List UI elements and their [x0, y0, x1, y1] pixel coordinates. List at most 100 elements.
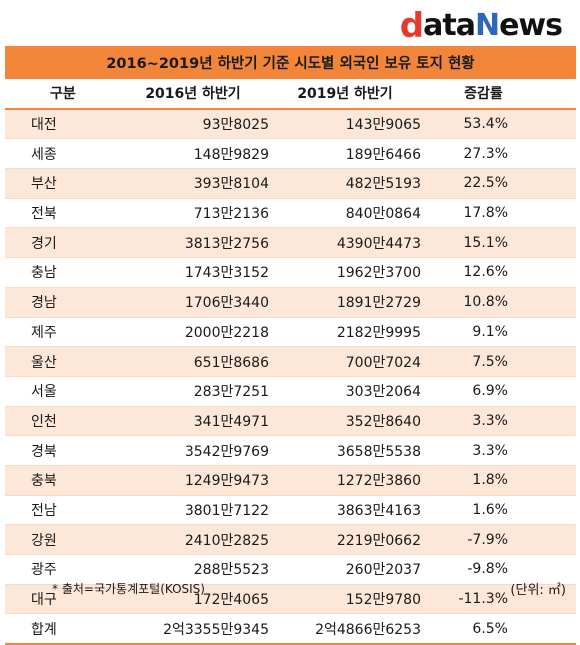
- cell-region: 부산: [5, 168, 117, 199]
- cell-2019: 2219만0662: [269, 524, 421, 555]
- table-row: 강원 2410만2825 2219만0662 -7.9%: [5, 524, 576, 555]
- cell-2016: 2억3355만9345: [117, 613, 269, 645]
- cell-2016: 288만5523: [117, 554, 269, 585]
- cell-2019: 1891만2729: [269, 287, 421, 318]
- cell-region: 제주: [5, 317, 117, 348]
- cell-2016: 1249만9473: [117, 465, 269, 496]
- header-rate: 증감률: [421, 79, 576, 110]
- table-title: 2016~2019년 하반기 기준 시도별 외국인 보유 토지 현황: [5, 46, 576, 79]
- logo-text-ata: ata: [423, 8, 476, 43]
- table-row: 대전 93만8025 143만9065 53.4%: [5, 108, 576, 140]
- cell-2019: 482만5193: [269, 168, 421, 199]
- cell-rate: -7.9%: [421, 524, 576, 555]
- cell-2019: 260만2037: [269, 554, 421, 585]
- cell-region: 경기: [5, 227, 117, 259]
- cell-region: 전북: [5, 198, 117, 229]
- table-row: 경남 1706만3440 1891만2729 10.8%: [5, 287, 576, 318]
- cell-region: 경남: [5, 287, 117, 318]
- cell-rate: 12.6%: [421, 257, 576, 288]
- cell-2019: 2182만9995: [269, 317, 421, 348]
- table-row: 광주 288만5523 260만2037 -9.8%: [5, 554, 576, 585]
- cell-2016: 3542만9769: [117, 435, 269, 466]
- cell-region: 세종: [5, 138, 117, 170]
- cell-rate: 6.5%: [421, 613, 576, 645]
- cell-region: 광주: [5, 554, 117, 585]
- cell-2019: 1962만3700: [269, 257, 421, 288]
- table-row: 울산 651만8686 700만7024 7.5%: [5, 346, 576, 377]
- cell-rate: 7.5%: [421, 346, 576, 377]
- cell-region: 울산: [5, 346, 117, 377]
- header-2016: 2016년 하반기: [117, 79, 269, 110]
- table-row: 경기 3813만2756 4390만4473 15.1%: [5, 227, 576, 259]
- cell-region: 충북: [5, 465, 117, 496]
- table-row: 서울 283만7251 303만2064 6.9%: [5, 376, 576, 407]
- cell-2016: 1706만3440: [117, 287, 269, 318]
- cell-2016: 651만8686: [117, 346, 269, 377]
- cell-2016: 3801만7122: [117, 495, 269, 526]
- header-2019: 2019년 하반기: [269, 79, 421, 110]
- cell-rate: 3.3%: [421, 435, 576, 466]
- table-row: 부산 393만8104 482만5193 22.5%: [5, 168, 576, 199]
- cell-rate: 22.5%: [421, 168, 576, 199]
- cell-2016: 393만8104: [117, 168, 269, 199]
- cell-2019: 3863만4163: [269, 495, 421, 526]
- cell-2016: 2000만2218: [117, 317, 269, 348]
- total-row: 합계 2억3355만9345 2억4866만6253 6.5%: [5, 613, 576, 645]
- cell-rate: 1.6%: [421, 495, 576, 526]
- logo-letter-n: N: [474, 8, 500, 43]
- cell-2019: 152만9780: [269, 584, 421, 615]
- cell-2019: 3658만5538: [269, 435, 421, 466]
- cell-2019: 4390만4473: [269, 227, 421, 259]
- cell-region: 대전: [5, 108, 117, 140]
- source-note: * 출처=국가통계포털(KOSIS): [52, 582, 205, 596]
- cell-2019: 1272만3860: [269, 465, 421, 496]
- logo-letter-d: d: [399, 6, 424, 46]
- cell-2019: 352만8640: [269, 406, 421, 437]
- cell-rate: 1.8%: [421, 465, 576, 496]
- table-row: 전북 713만2136 840만0864 17.8%: [5, 198, 576, 229]
- cell-2016: 93만8025: [117, 108, 269, 140]
- cell-2019: 2억4866만6253: [269, 613, 421, 645]
- table-row: 전남 3801만7122 3863만4163 1.6%: [5, 495, 576, 526]
- land-ownership-table: 구분 2016년 하반기 2019년 하반기 증감률 대전 93만8025 143만…: [5, 79, 576, 645]
- table-row: 충북 1249만9473 1272만3860 1.8%: [5, 465, 576, 496]
- cell-2016: 1743만3152: [117, 257, 269, 288]
- cell-2016: 3813만2756: [117, 227, 269, 259]
- header-region: 구분: [5, 79, 117, 110]
- table-row: 인천 341만4971 352만8640 3.3%: [5, 406, 576, 437]
- cell-region: 경북: [5, 435, 117, 466]
- cell-2016: 283만7251: [117, 376, 269, 407]
- cell-2016: 148만9829: [117, 138, 269, 170]
- cell-2019: 143만9065: [269, 108, 421, 140]
- cell-2016: 713만2136: [117, 198, 269, 229]
- cell-2019: 303만2064: [269, 376, 421, 407]
- cell-rate: 10.8%: [421, 287, 576, 318]
- cell-rate: 53.4%: [421, 108, 576, 140]
- cell-2019: 700만7024: [269, 346, 421, 377]
- cell-rate: 15.1%: [421, 227, 576, 259]
- cell-2016: 2410만2825: [117, 524, 269, 555]
- cell-2016: 341만4971: [117, 406, 269, 437]
- cell-region: 전남: [5, 495, 117, 526]
- cell-region: 강원: [5, 524, 117, 555]
- logo-text-ews: ews: [499, 8, 563, 43]
- table-row: 세종 148만9829 189만6466 27.3%: [5, 138, 576, 170]
- cell-rate: -9.8%: [421, 554, 576, 585]
- cell-rate: 27.3%: [421, 138, 576, 170]
- cell-2019: 189만6466: [269, 138, 421, 170]
- cell-region: 충남: [5, 257, 117, 288]
- cell-rate: 9.1%: [421, 317, 576, 348]
- table-row: 제주 2000만2218 2182만9995 9.1%: [5, 317, 576, 348]
- table-row: 경북 3542만9769 3658만5538 3.3%: [5, 435, 576, 466]
- table-row: 충남 1743만3152 1962만3700 12.6%: [5, 257, 576, 288]
- cell-region: 인천: [5, 406, 117, 437]
- cell-rate: 3.3%: [421, 406, 576, 437]
- cell-rate: 17.8%: [421, 198, 576, 229]
- cell-rate: 6.9%: [421, 376, 576, 407]
- cell-region: 합계: [5, 613, 117, 645]
- cell-region: 서울: [5, 376, 117, 407]
- cell-2019: 840만0864: [269, 198, 421, 229]
- header-row: 구분 2016년 하반기 2019년 하반기 증감률: [5, 79, 576, 110]
- unit-note: (단위: ㎡): [510, 583, 566, 598]
